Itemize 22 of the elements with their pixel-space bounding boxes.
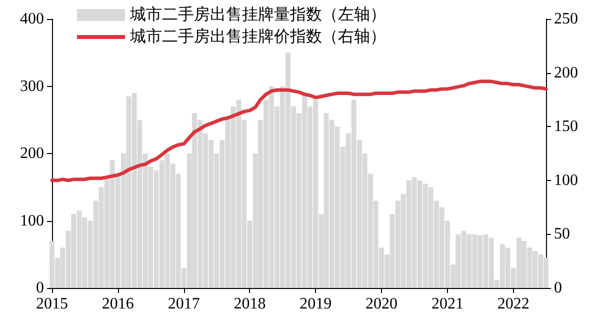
y-tick-label: 300	[20, 78, 44, 95]
y2-tick-label: 0	[554, 280, 562, 296]
line-series	[50, 80, 548, 182]
x-tick-label: 2015	[36, 296, 68, 312]
legend-label: 城市二手房出售挂牌量指数（左轴）	[129, 6, 386, 24]
y-tick-label: 400	[20, 10, 44, 28]
y-tick-label: 100	[20, 212, 44, 230]
y2-tick-label: 50	[554, 226, 570, 243]
x-tick-label: 2019	[300, 296, 332, 312]
legend-label: 城市二手房出售挂牌价指数（右轴）	[129, 28, 386, 46]
x-tick-label: 2022	[497, 296, 530, 312]
y-tick-label: 200	[20, 145, 44, 162]
y2-tick-label: 250	[554, 10, 578, 28]
y2-tick-label: 150	[554, 118, 578, 136]
y2-tick-label: 100	[554, 172, 578, 189]
x-tick-label: 2016	[102, 296, 134, 312]
x-tick-label: 2021	[431, 296, 464, 312]
y2-tick-label: 200	[554, 64, 578, 82]
x-tick-label: 2017	[168, 296, 200, 312]
x-tick-label: 2020	[365, 296, 398, 312]
x-tick-label: 2018	[234, 296, 266, 312]
y-tick-label: 0	[36, 280, 44, 296]
